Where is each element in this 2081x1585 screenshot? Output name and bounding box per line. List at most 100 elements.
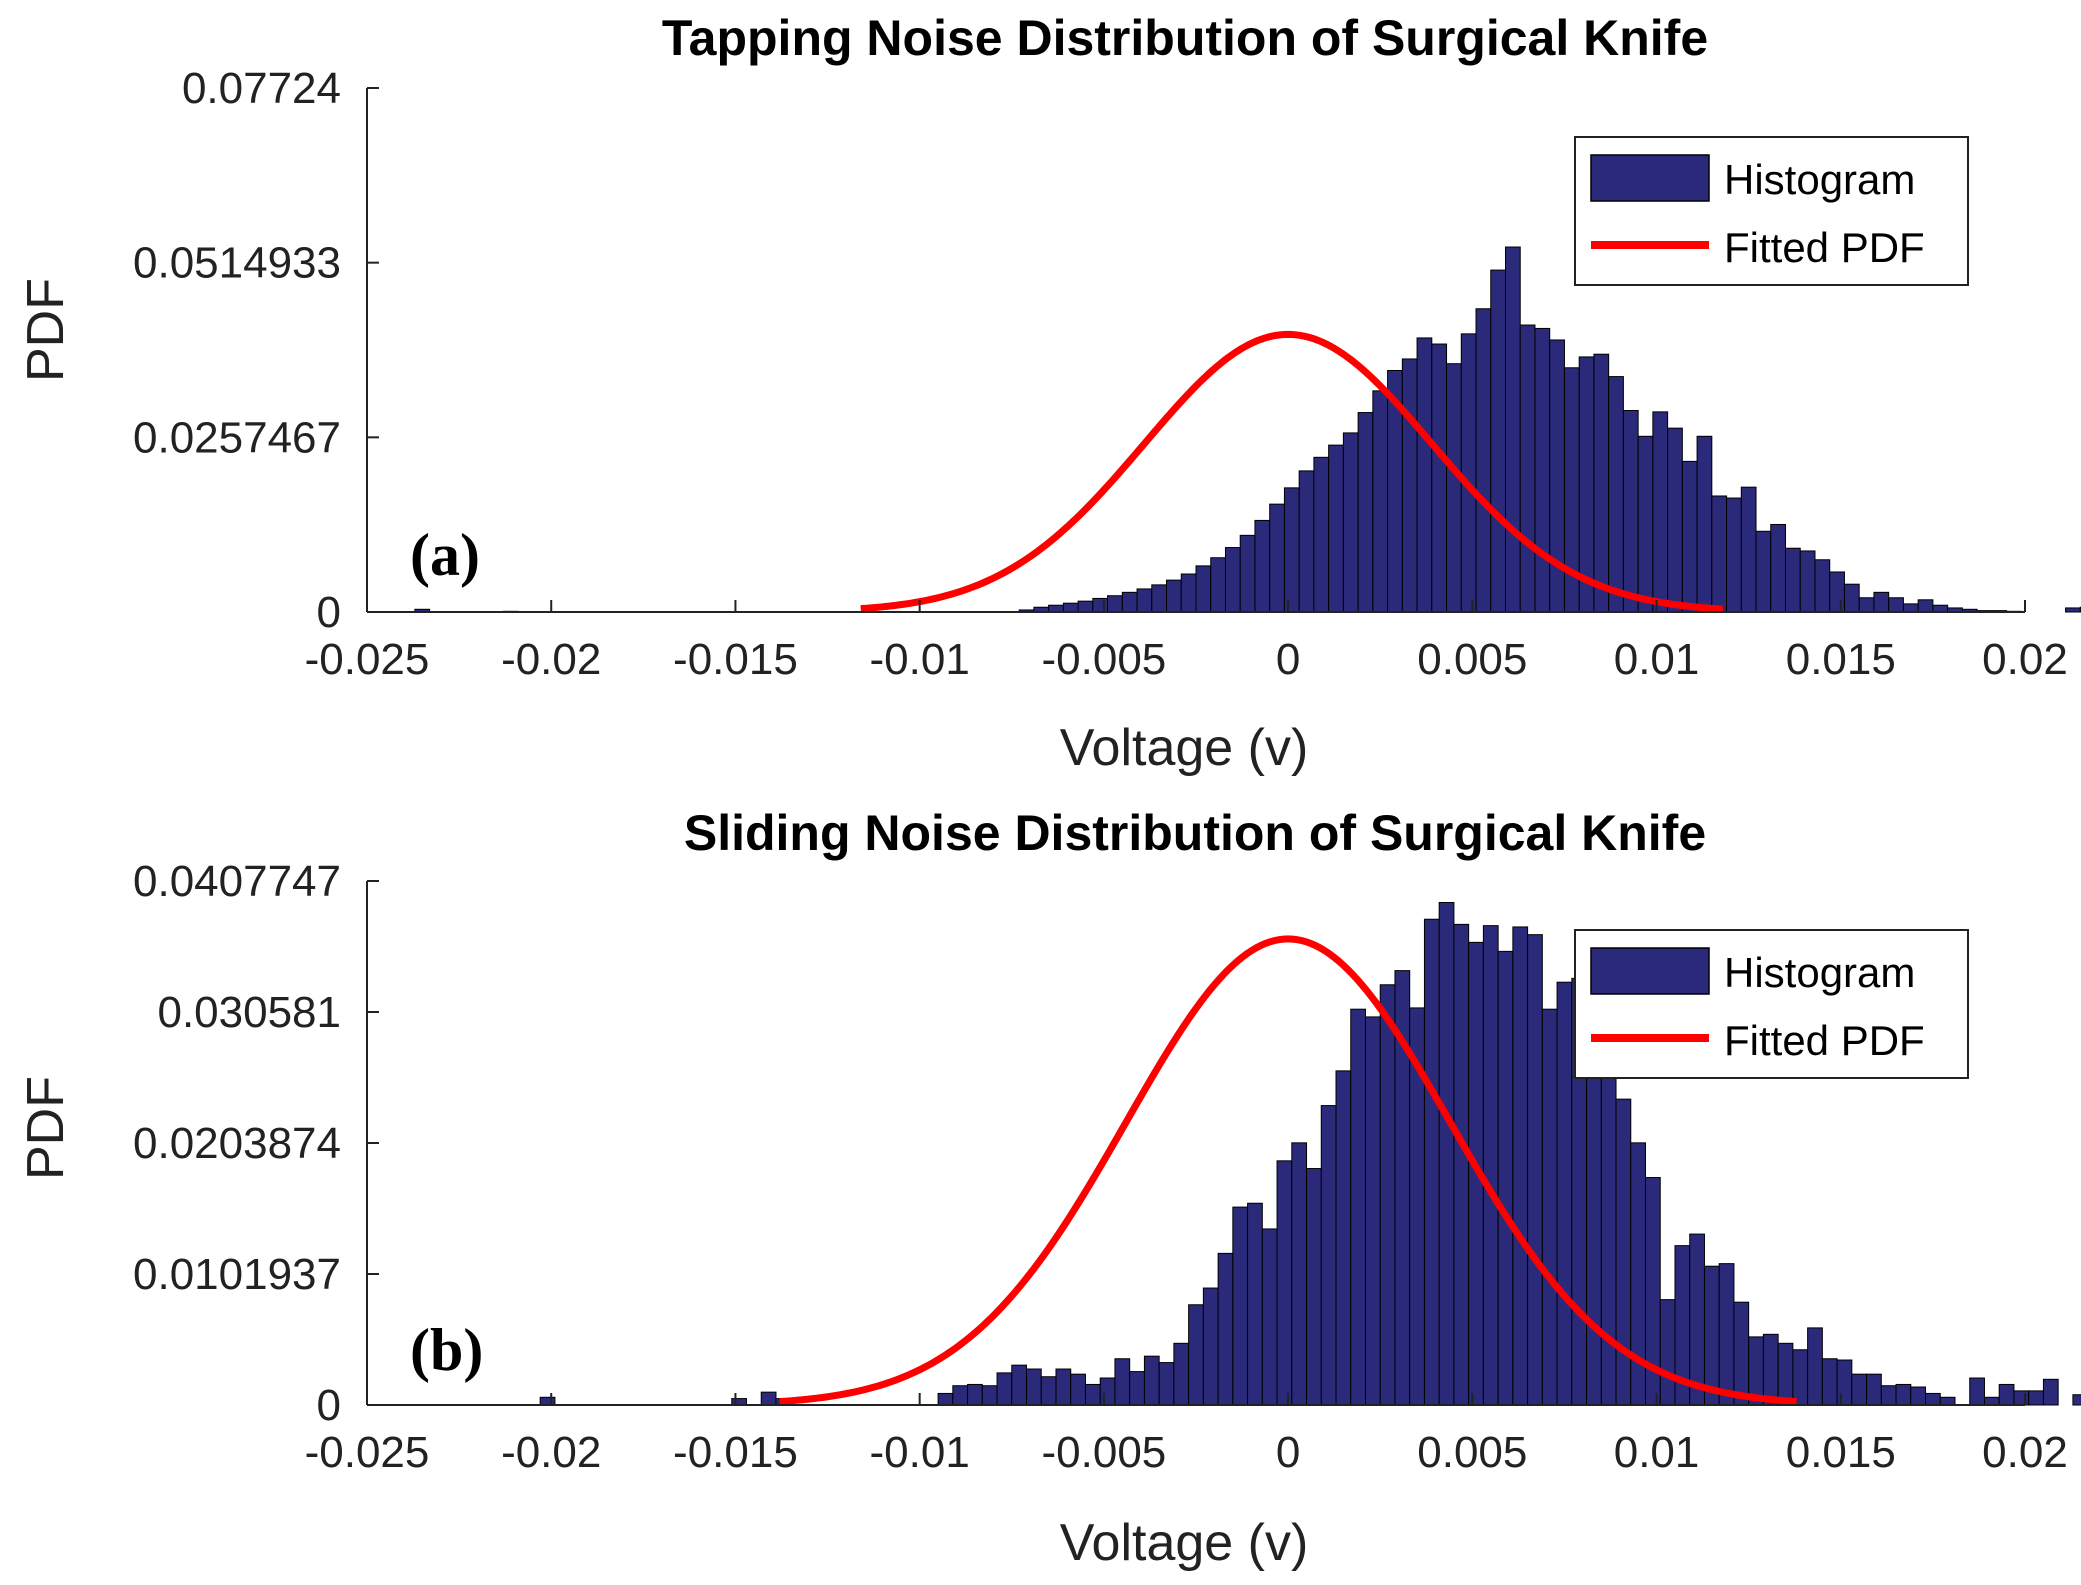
histogram-bar (1379, 984, 1396, 1406)
x-tick-label: -0.01 (870, 1428, 970, 1477)
x-tick-label: 0.005 (1417, 635, 1527, 684)
histogram-bar (1062, 602, 1079, 613)
histogram-bar (1084, 1383, 1101, 1406)
histogram-bar (1696, 435, 1713, 613)
histogram-bar (539, 1396, 556, 1406)
chart-panel-a: Tapping Noise Distribution of Surgical K… (17, 10, 2081, 777)
histogram-bar (1291, 1142, 1308, 1406)
x-axis-label: Voltage (v) (1060, 1514, 1309, 1572)
histogram-bar (1689, 1233, 1705, 1406)
histogram-bar (1534, 327, 1551, 613)
chart-panel-b: Sliding Noise Distribution of Surgical K… (17, 805, 2081, 1572)
histogram-bar (2072, 1394, 2081, 1406)
histogram-bar (1107, 595, 1123, 613)
x-tick-label: 0.015 (1786, 1428, 1896, 1477)
histogram-bar (952, 1385, 969, 1406)
histogram-bar (1785, 547, 1801, 613)
histogram-bar (1866, 1373, 1882, 1406)
histogram-bar (1858, 597, 1875, 613)
y-tick-label: 0.0101937 (133, 1250, 341, 1299)
histogram-bar (1040, 1376, 1057, 1406)
panel-label: (a) (410, 522, 480, 588)
histogram-bar (1873, 591, 1890, 613)
chart-title: Sliding Noise Distribution of Surgical K… (684, 805, 1706, 861)
histogram-bar (1306, 1168, 1322, 1406)
x-tick-label: -0.015 (673, 635, 798, 684)
histogram-bar (1829, 571, 1845, 613)
histogram-bar (1129, 1371, 1145, 1406)
histogram-bar (1475, 308, 1492, 613)
histogram-bar (1792, 1349, 1809, 1406)
histogram-bar (1070, 1373, 1086, 1406)
histogram-bar (1254, 519, 1271, 613)
legend-item-histogram: Histogram (1724, 156, 1915, 203)
legend: Histogram Fitted PDF (1574, 136, 1969, 286)
histogram-bar (1210, 557, 1226, 613)
legend-item-fitted-pdf: Fitted PDF (1724, 1017, 1925, 1064)
histogram-bar (1276, 1160, 1293, 1406)
x-axis-label: Voltage (v) (1060, 719, 1309, 777)
histogram-bar (1504, 246, 1521, 613)
histogram-bar (1092, 597, 1109, 613)
x-tick-label: 0 (1276, 635, 1300, 684)
histogram-bar (1637, 435, 1654, 613)
histogram-bar (1166, 579, 1182, 613)
histogram-bar (1969, 1377, 1985, 1406)
histogram-bar (1593, 353, 1610, 613)
histogram-bar (1173, 1342, 1190, 1406)
x-tick-label: -0.025 (305, 1428, 430, 1477)
x-tick-label: -0.005 (1042, 1428, 1167, 1477)
histogram-bar (1549, 339, 1565, 613)
x-ticks: -0.025 -0.02 -0.015 -0.01 -0.005 0 0.005 0.01 0.… (305, 600, 2068, 684)
histogram-bar (1158, 1362, 1175, 1406)
histogram-bar (2065, 607, 2081, 613)
histogram-bar (1202, 1287, 1219, 1406)
x-tick-label: -0.02 (501, 1428, 601, 1477)
x-tick-label: 0.01 (1614, 635, 1700, 684)
histogram-bars (539, 902, 2081, 1406)
y-tick-label: 0 (317, 588, 341, 637)
x-tick-label: -0.025 (305, 635, 430, 684)
histogram-bar (1652, 411, 1669, 613)
histogram-bar (1151, 584, 1168, 613)
histogram-bar (1836, 1359, 1853, 1406)
x-tick-label: 0.02 (1982, 635, 2068, 684)
histogram-bar (760, 1391, 777, 1406)
histogram-bar (1416, 337, 1433, 613)
histogram-bar (1261, 1228, 1278, 1406)
histogram-bar (1099, 1377, 1116, 1406)
x-ticks: -0.025 -0.02 -0.015 -0.01 -0.005 0 0.005 0.01 0.… (305, 1393, 2068, 1477)
histogram-bar (1453, 923, 1470, 1406)
histogram-bar (2042, 1378, 2059, 1406)
x-tick-label: -0.01 (870, 635, 970, 684)
histogram-bar (1807, 1327, 1823, 1406)
histogram-bar (1247, 1202, 1263, 1406)
histogram-bar (1799, 550, 1816, 613)
legend-histogram-swatch (1590, 154, 1710, 202)
histogram-bar (981, 1385, 998, 1406)
histogram-bar (1939, 1396, 1956, 1406)
histogram-bar (1342, 432, 1359, 613)
histogram-bar (1910, 1386, 1927, 1406)
histogram-bar (1490, 269, 1507, 613)
histogram-bar (1755, 530, 1772, 613)
x-tick-label: 0.01 (1614, 1428, 1700, 1477)
histogram-bar (1586, 1069, 1602, 1406)
histogram-bar (967, 1383, 983, 1406)
histogram-bar (1446, 363, 1462, 613)
y-tick-label: 0 (317, 1381, 341, 1430)
histogram-bar (1718, 1263, 1735, 1406)
histogram-bar (1932, 604, 1949, 613)
histogram-bar (1055, 1368, 1072, 1406)
histogram-bar (1512, 926, 1529, 1406)
histogram-bar (2013, 1390, 2030, 1406)
histogram-bar (1733, 1301, 1750, 1406)
histogram-bar (1770, 523, 1787, 613)
y-axis-label: PDF (17, 1076, 75, 1180)
histogram-bar (1136, 588, 1153, 613)
y-tick-label: 0.0407747 (133, 857, 341, 906)
legend-item-histogram: Histogram (1724, 949, 1915, 996)
histogram-bar (937, 1392, 954, 1406)
x-tick-label: 0.005 (1417, 1428, 1527, 1477)
